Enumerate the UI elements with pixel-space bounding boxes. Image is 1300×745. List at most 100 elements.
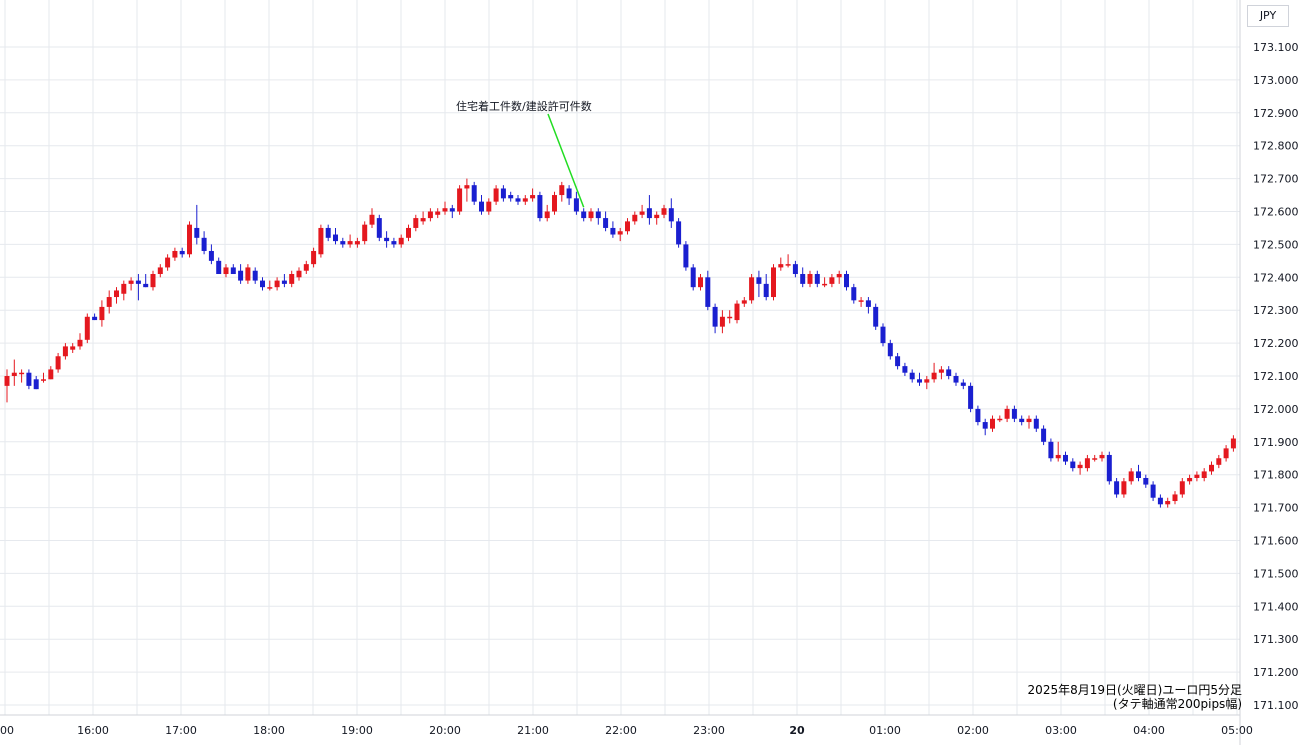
candle-body xyxy=(1165,501,1171,505)
candle-body xyxy=(508,195,514,199)
time-tick-label[interactable]: 22:00 xyxy=(605,724,637,737)
time-tick-label[interactable]: 17:00 xyxy=(165,724,197,737)
time-tick-label[interactable]: 19:00 xyxy=(341,724,373,737)
candle xyxy=(953,372,959,386)
candle xyxy=(668,198,674,228)
time-tick-label[interactable]: 18:00 xyxy=(253,724,285,737)
price-tick-label[interactable]: 171.700 xyxy=(1253,502,1299,515)
candle-body xyxy=(741,300,747,304)
candle xyxy=(683,241,689,271)
candle xyxy=(1070,458,1076,472)
candle-body xyxy=(449,208,455,212)
candle-body xyxy=(1223,448,1229,459)
price-axis-labels[interactable]: 171.100 171.200 171.300 171.400 171.500 171.6… xyxy=(1253,41,1299,712)
time-tick-label[interactable]: 20:00 xyxy=(429,724,461,737)
candle xyxy=(1011,405,1017,423)
candle-body xyxy=(654,214,660,219)
time-tick-label[interactable]: 04:00 xyxy=(1133,724,1165,737)
candle xyxy=(194,204,200,245)
time-tick-label[interactable]: 02:00 xyxy=(957,724,989,737)
grid-lines xyxy=(0,0,1240,715)
price-tick-label[interactable]: 173.100 xyxy=(1253,41,1299,54)
candle-body xyxy=(311,250,317,265)
candle-body xyxy=(960,382,966,386)
candle xyxy=(106,290,112,314)
candle xyxy=(165,254,171,271)
time-tick-label[interactable]: 21:00 xyxy=(517,724,549,737)
time-tick-label[interactable]: 01:00 xyxy=(869,724,901,737)
candle-body xyxy=(157,267,163,275)
candle-body xyxy=(851,287,857,301)
currency-label[interactable]: JPY xyxy=(1247,5,1289,27)
price-tick-label[interactable]: 172.100 xyxy=(1253,370,1299,383)
price-tick-label[interactable]: 172.000 xyxy=(1253,403,1299,416)
candle-body xyxy=(1179,481,1185,495)
candle xyxy=(245,264,251,284)
candle xyxy=(712,303,718,334)
candle xyxy=(909,369,915,383)
candle xyxy=(997,415,1003,423)
candle xyxy=(771,264,776,301)
price-tick-label[interactable]: 172.600 xyxy=(1253,206,1299,219)
candle-body xyxy=(457,188,463,212)
candle-body xyxy=(778,264,784,268)
candle xyxy=(11,359,17,386)
price-tick-label[interactable]: 171.400 xyxy=(1253,600,1299,613)
time-tick-label[interactable]: 05:00 xyxy=(1221,724,1253,737)
candle xyxy=(223,264,229,278)
candle xyxy=(1223,445,1229,462)
time-tick-label[interactable]: 20 xyxy=(789,724,805,737)
candle-body xyxy=(1201,471,1207,478)
price-tick-label[interactable]: 172.300 xyxy=(1253,304,1299,317)
candle-body xyxy=(1019,418,1025,423)
time-axis-labels[interactable]: 5:00 16:00 17:00 18:00 19:00 20:00 21:00 22:00 2… xyxy=(0,724,1253,737)
price-tick-label[interactable]: 171.300 xyxy=(1253,633,1299,646)
time-tick-label[interactable]: 5:00 xyxy=(0,724,14,737)
candle-body xyxy=(26,372,32,386)
candle xyxy=(573,191,579,215)
candle xyxy=(77,333,83,350)
candle-body xyxy=(522,198,528,202)
candle xyxy=(603,211,609,232)
candle xyxy=(121,280,127,301)
price-tick-label[interactable]: 172.700 xyxy=(1253,173,1299,186)
candle-body xyxy=(77,339,83,347)
time-tick-label[interactable]: 16:00 xyxy=(77,724,109,737)
price-tick-label[interactable]: 172.200 xyxy=(1253,337,1299,350)
time-tick-label[interactable]: 23:00 xyxy=(693,724,725,737)
price-tick-label[interactable]: 171.900 xyxy=(1253,436,1299,449)
candle-body xyxy=(880,326,886,344)
candle-body xyxy=(1194,474,1200,478)
candle-body xyxy=(785,264,791,266)
price-tick-label[interactable]: 171.800 xyxy=(1253,469,1299,482)
chart-caption-date: 2025年8月19日(火曜日)ユーロ円5分足 xyxy=(1027,683,1242,697)
candle-body xyxy=(187,224,192,255)
candle xyxy=(464,178,470,202)
candle xyxy=(479,195,484,215)
candle xyxy=(522,195,528,205)
candle-body xyxy=(1099,454,1105,459)
time-tick-label[interactable]: 03:00 xyxy=(1045,724,1077,737)
candle xyxy=(216,257,222,275)
candle-body xyxy=(493,188,499,202)
candle-body xyxy=(873,306,879,327)
candle xyxy=(705,270,711,311)
price-tick-label[interactable]: 172.800 xyxy=(1253,140,1299,153)
price-tick-label[interactable]: 171.200 xyxy=(1253,666,1299,679)
candle-body xyxy=(690,267,696,288)
candle-body xyxy=(1121,481,1127,495)
price-tick-label[interactable]: 172.400 xyxy=(1253,271,1299,284)
price-tick-label[interactable]: 173.000 xyxy=(1253,74,1299,87)
price-tick-label[interactable]: 171.500 xyxy=(1253,567,1299,580)
candle-body xyxy=(968,385,974,409)
price-tick-label[interactable]: 171.100 xyxy=(1253,699,1299,712)
candle-body xyxy=(464,185,470,189)
candle xyxy=(902,362,908,376)
candle-body xyxy=(106,297,112,307)
candle xyxy=(1157,494,1163,508)
candle-body xyxy=(792,264,798,275)
price-tick-label[interactable]: 171.600 xyxy=(1253,535,1299,548)
candle xyxy=(960,379,966,390)
price-tick-label[interactable]: 172.500 xyxy=(1253,238,1299,251)
price-tick-label[interactable]: 172.900 xyxy=(1253,107,1299,120)
